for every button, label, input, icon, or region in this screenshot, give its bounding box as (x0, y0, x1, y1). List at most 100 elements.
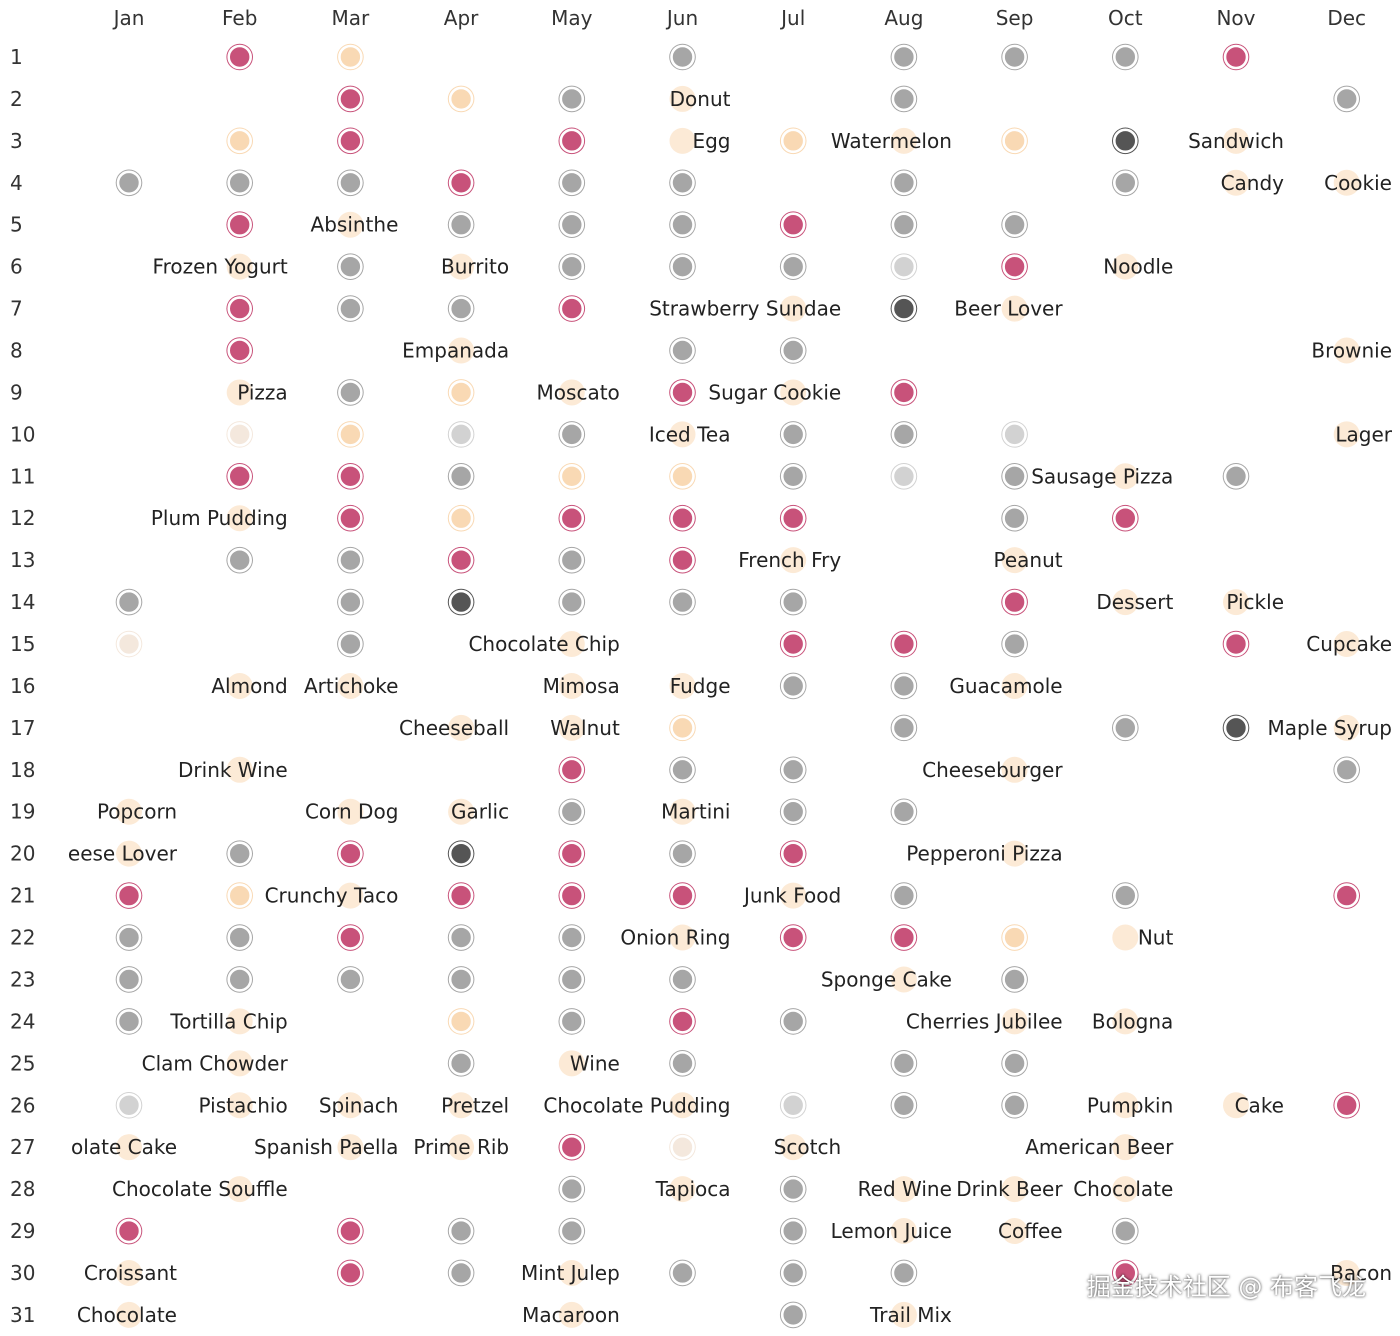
holiday-label: Strawberry Sundae (649, 297, 841, 321)
day-dot (559, 1218, 585, 1244)
holiday-dot (226, 672, 253, 699)
holiday-label: Artichoke (304, 674, 398, 698)
day-dot (116, 170, 142, 196)
day-dot (891, 1260, 917, 1286)
holiday-label: Croissant (84, 1261, 177, 1285)
day-dot (559, 1134, 585, 1160)
holiday-label: Fudge (670, 674, 731, 698)
holiday-label: Brownie (1311, 339, 1392, 363)
holiday-dot (890, 1176, 917, 1203)
day-dot (780, 1302, 806, 1328)
holiday-dot (558, 1259, 585, 1286)
holiday-dot (448, 1092, 475, 1119)
holiday-label: Nut (1138, 926, 1174, 950)
day-dot (338, 422, 363, 447)
day-dot (780, 841, 806, 866)
holiday-label: Sugar Cookie (708, 380, 841, 404)
day-label: 13 (10, 548, 35, 572)
holiday-label: Iced Tea (649, 422, 731, 446)
day-dot (891, 44, 917, 70)
day-label: 14 (10, 590, 35, 614)
holiday-label: Sausage Pizza (1031, 464, 1173, 488)
day-dot (1002, 44, 1027, 70)
holiday-label: Sandwich (1188, 129, 1284, 153)
day-dot (116, 1092, 142, 1118)
day-dot (780, 212, 806, 238)
holiday-label: Macaroon (522, 1303, 620, 1327)
holiday-dot (1333, 1259, 1360, 1286)
holiday-label: Mint Julep (521, 1261, 620, 1285)
holiday-dot (1112, 463, 1139, 490)
holiday-label: Chocolate (77, 1303, 177, 1327)
day-dot (227, 170, 252, 196)
holiday-dot (1112, 589, 1139, 616)
holiday-label: Bacon (1330, 1261, 1392, 1285)
day-dot (1113, 170, 1138, 196)
holiday-label: Pizza (237, 380, 287, 404)
day-dot (448, 86, 474, 112)
day-dot (891, 296, 917, 321)
day-label: 22 (10, 926, 35, 950)
day-dot (559, 547, 585, 573)
month-label: Nov (1216, 6, 1255, 30)
holiday-label: Junk Food (742, 884, 841, 908)
day-dot (670, 547, 695, 573)
day-dot (448, 589, 474, 615)
holiday-label: Walnut (550, 716, 620, 740)
day-dot (1223, 463, 1249, 489)
holiday-label: Mimosa (543, 674, 620, 698)
day-dot (559, 254, 585, 279)
day-dot (559, 967, 585, 992)
day-dot (1113, 128, 1138, 154)
holiday-dot (1333, 169, 1360, 196)
holiday-label: Spinach (319, 1093, 399, 1117)
day-dot (780, 589, 806, 615)
day-dot (559, 505, 585, 531)
day-dot (891, 170, 917, 196)
day-dot (338, 505, 363, 531)
holiday-label: Guacamole (949, 674, 1062, 698)
day-dot (670, 757, 695, 783)
holiday-label: Cupcake (1306, 632, 1392, 656)
holiday-label: Prime Rib (413, 1135, 509, 1159)
holiday-dot (669, 672, 696, 699)
holiday-dot (1333, 337, 1360, 364)
day-dot (891, 463, 917, 489)
day-dot (670, 883, 695, 908)
holiday-dot (226, 756, 253, 783)
day-dot (338, 463, 363, 489)
day-label: 19 (10, 800, 35, 824)
month-label: Apr (444, 6, 479, 30)
holiday-dot (116, 1259, 142, 1286)
day-dot (448, 1009, 474, 1034)
day-label: 5 (10, 213, 23, 237)
day-dot (780, 1176, 806, 1202)
holiday-dot (337, 1134, 364, 1161)
holiday-dot (337, 798, 364, 825)
holiday-label: Cherries Jubilee (906, 1009, 1063, 1033)
day-dot (1002, 925, 1027, 950)
holiday-label: Onion Ring (620, 926, 730, 950)
day-dot (670, 589, 695, 615)
holiday-label: Empanada (402, 339, 509, 363)
day-label: 18 (10, 758, 35, 782)
holiday-label: olate Cake (71, 1135, 177, 1159)
holiday-label: Trail Mix (869, 1303, 952, 1327)
holiday-label: Pistachio (199, 1093, 288, 1117)
holiday-label: Red Wine (858, 1177, 952, 1201)
day-dot (116, 967, 142, 992)
day-label: 7 (10, 297, 23, 321)
holiday-dot (558, 1050, 585, 1077)
day-dot (670, 841, 695, 866)
day-dot (670, 170, 695, 196)
day-label: 1 (10, 45, 23, 69)
day-dot (1002, 505, 1027, 531)
holiday-label: Burrito (441, 255, 509, 279)
day-dot (670, 254, 695, 279)
day-label: 4 (10, 171, 23, 195)
day-dot (891, 799, 917, 825)
day-dot (780, 1009, 806, 1034)
day-dot (559, 841, 585, 866)
holiday-label: Moscato (537, 380, 620, 404)
day-dot (780, 128, 806, 154)
